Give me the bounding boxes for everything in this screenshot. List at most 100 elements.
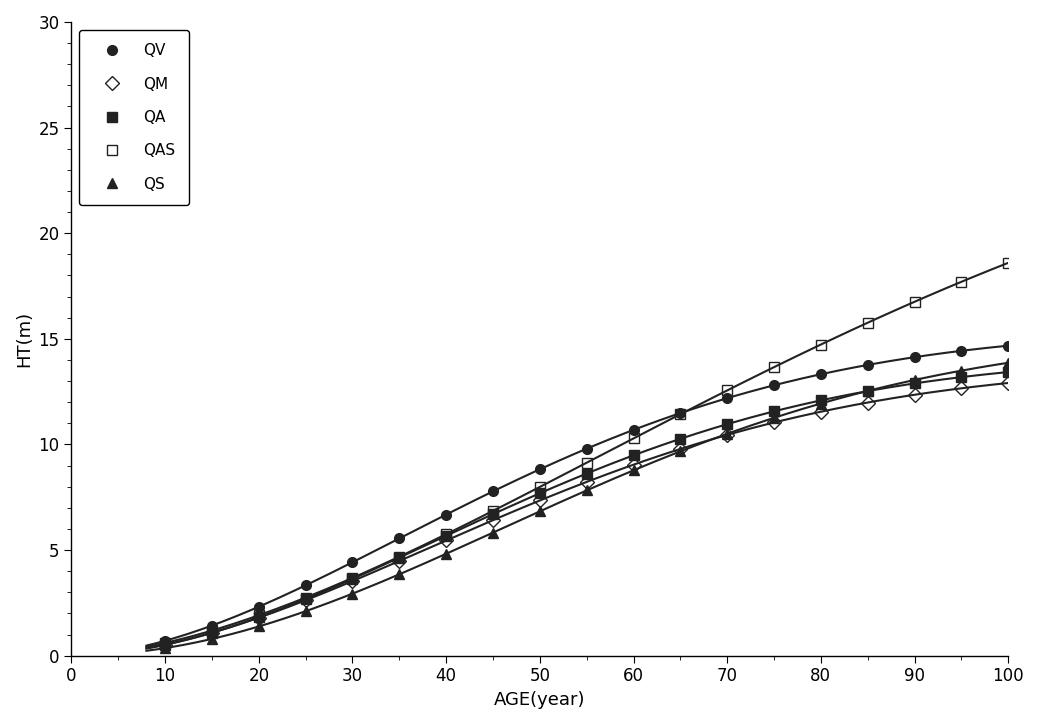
QV — [581, 445, 593, 453]
Y-axis label: HT(m): HT(m) — [15, 311, 33, 367]
QS — [393, 570, 405, 578]
QS — [768, 413, 780, 422]
QS — [815, 399, 827, 408]
QV — [486, 487, 499, 496]
QS — [159, 644, 171, 652]
QM — [439, 536, 452, 544]
QA — [955, 373, 967, 382]
QM — [908, 390, 921, 399]
QA — [159, 641, 171, 649]
QV — [721, 394, 734, 403]
QS — [486, 529, 499, 537]
QS — [908, 376, 921, 384]
X-axis label: AGE(year): AGE(year) — [495, 691, 586, 709]
QA — [581, 469, 593, 478]
QM — [252, 613, 265, 622]
QS — [955, 366, 967, 375]
QS — [439, 550, 452, 558]
QV — [393, 534, 405, 543]
QAS — [439, 530, 452, 539]
Legend: QV, QM, QA, QAS, QS: QV, QM, QA, QAS, QS — [79, 30, 189, 206]
QA — [346, 575, 358, 584]
QS — [1002, 358, 1014, 367]
QAS — [486, 507, 499, 515]
QAS — [861, 319, 874, 327]
QM — [346, 577, 358, 586]
QS — [721, 429, 734, 438]
QM — [721, 431, 734, 439]
QA — [439, 531, 452, 540]
QA — [393, 553, 405, 562]
QM — [206, 628, 218, 637]
QM — [815, 408, 827, 416]
QAS — [393, 552, 405, 561]
QA — [299, 594, 312, 603]
Line: QM: QM — [160, 378, 1013, 649]
QS — [674, 447, 687, 455]
QV — [955, 347, 967, 355]
QV — [1002, 341, 1014, 350]
QAS — [768, 363, 780, 371]
QM — [581, 478, 593, 487]
QAS — [1002, 258, 1014, 267]
QS — [346, 589, 358, 598]
QA — [768, 407, 780, 416]
QM — [674, 445, 687, 453]
QAS — [581, 458, 593, 467]
QM — [861, 398, 874, 407]
QV — [861, 361, 874, 369]
QAS — [908, 298, 921, 306]
QAS — [159, 639, 171, 647]
QV — [628, 426, 640, 434]
QAS — [299, 593, 312, 602]
QS — [581, 486, 593, 494]
QA — [908, 379, 921, 388]
QV — [299, 581, 312, 589]
QS — [534, 507, 547, 515]
QV — [908, 353, 921, 361]
QAS — [674, 410, 687, 418]
QV — [768, 381, 780, 390]
QV — [815, 370, 827, 379]
QV — [159, 636, 171, 645]
Line: QV: QV — [160, 341, 1013, 646]
QAS — [815, 340, 827, 349]
Line: QS: QS — [160, 358, 1013, 653]
QAS — [206, 626, 218, 635]
QA — [628, 451, 640, 460]
QM — [1002, 379, 1014, 387]
QA — [861, 387, 874, 395]
QM — [534, 496, 547, 505]
QA — [206, 628, 218, 637]
QAS — [721, 386, 734, 395]
QM — [768, 418, 780, 427]
Line: QA: QA — [160, 367, 1013, 649]
QAS — [252, 611, 265, 620]
QA — [1002, 368, 1014, 376]
QAS — [955, 277, 967, 286]
QAS — [346, 573, 358, 582]
QS — [628, 466, 640, 475]
QV — [534, 465, 547, 473]
QV — [206, 621, 218, 630]
QV — [346, 558, 358, 567]
QM — [486, 515, 499, 524]
QA — [252, 613, 265, 622]
QA — [674, 434, 687, 443]
QS — [206, 634, 218, 643]
QA — [534, 489, 547, 497]
QV — [674, 409, 687, 418]
QM — [628, 460, 640, 469]
QA — [815, 396, 827, 405]
QA — [486, 510, 499, 518]
QV — [252, 602, 265, 611]
QS — [252, 622, 265, 631]
Line: QAS: QAS — [160, 258, 1013, 648]
QM — [159, 640, 171, 649]
QM — [299, 596, 312, 605]
QS — [861, 387, 874, 395]
QM — [955, 384, 967, 392]
QV — [439, 510, 452, 519]
QA — [721, 420, 734, 429]
QS — [299, 607, 312, 615]
